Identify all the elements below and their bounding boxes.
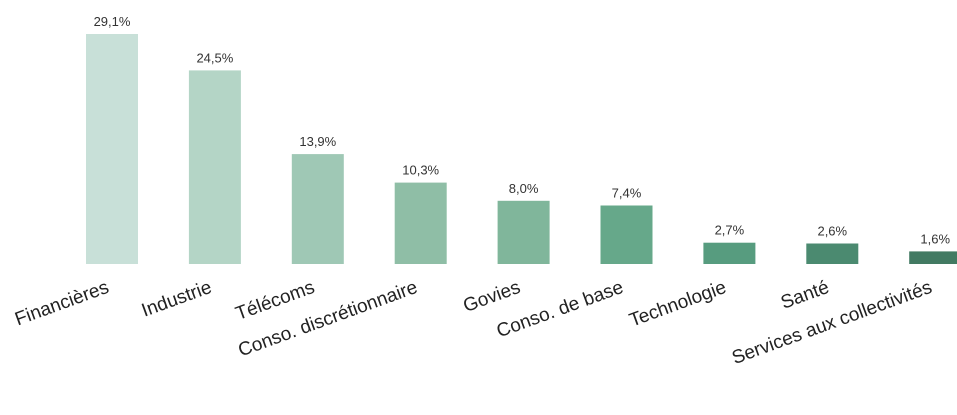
value-label-services-aux-collectivites: 1,6% xyxy=(920,231,950,246)
value-label-govies: 8,0% xyxy=(509,181,539,196)
bar-govies xyxy=(497,200,550,264)
bars-layer xyxy=(86,34,957,265)
bar-financieres xyxy=(86,34,138,264)
bar-sante xyxy=(806,243,859,264)
bar-conso-de-base xyxy=(600,205,653,264)
value-label-conso-discretionnaire: 10,3% xyxy=(402,163,439,178)
category-label-conso-discretionnaire: Conso. discrétionnaire xyxy=(236,277,421,361)
bar-telecoms xyxy=(291,154,344,264)
value-label-industrie: 24,5% xyxy=(196,50,233,65)
value-label-telecoms: 13,9% xyxy=(299,134,336,149)
value-label-financieres: 29,1% xyxy=(94,14,131,29)
category-label-financieres: Financières xyxy=(12,277,111,330)
category-label-industrie: Industrie xyxy=(139,277,215,322)
value-labels-layer: 29,1% 24,5% 13,9% 10,3% 8,0% 7,4% 2,7% 2,6% 1,6% xyxy=(94,14,951,246)
bar-services-aux-collectivites xyxy=(909,251,957,264)
bar-industrie xyxy=(188,70,241,265)
value-label-conso-de-base: 7,4% xyxy=(612,186,642,201)
bar-technologie xyxy=(703,242,756,264)
value-label-technologie: 2,7% xyxy=(715,223,745,238)
value-label-sante: 2,6% xyxy=(817,224,847,239)
category-label-sante: Santé xyxy=(778,277,832,314)
category-label-services-aux-collectivites: Services aux collectivités xyxy=(729,277,935,369)
bar-conso-discretionnaire xyxy=(394,182,447,264)
category-label-technologie: Technologie xyxy=(627,277,729,331)
category-label-govies: Govies xyxy=(461,277,524,317)
